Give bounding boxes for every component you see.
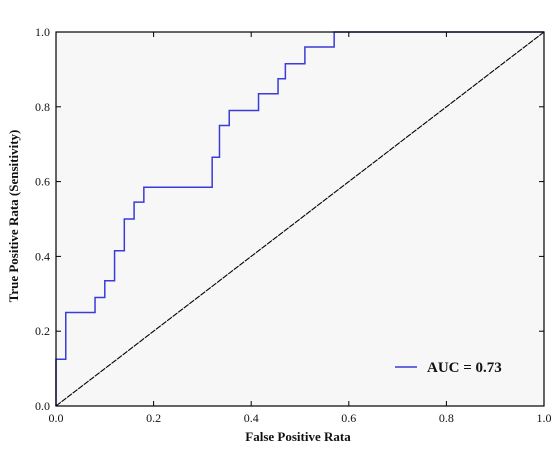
roc-curve-line bbox=[55, 31, 544, 406]
roc-curve-layer bbox=[55, 31, 544, 406]
y-tick-label: 0.2 bbox=[35, 324, 50, 338]
x-tick-label: 1.0 bbox=[537, 411, 552, 425]
x-tick-label: 0.8 bbox=[439, 411, 454, 425]
x-axis-label: False Positive Rata bbox=[245, 429, 351, 444]
x-ticks: 0.0 0.2 0.4 0.6 0.8 1.0 bbox=[49, 32, 552, 425]
legend: AUC = 0.73 bbox=[395, 360, 502, 376]
diagonal-layer bbox=[55, 31, 545, 407]
x-tick-label: 0.0 bbox=[49, 411, 64, 425]
y-ticks: 0.0 0.2 0.4 0.6 0.8 1.0 bbox=[35, 25, 544, 413]
reference-diagonal-line bbox=[55, 31, 545, 407]
x-tick-label: 0.4 bbox=[244, 411, 259, 425]
plot-frame bbox=[55, 31, 545, 407]
x-tick-label: 0.2 bbox=[146, 411, 161, 425]
x-tick-label: 0.6 bbox=[341, 411, 356, 425]
y-tick-label: 0.4 bbox=[35, 249, 50, 263]
y-tick-label: 0.0 bbox=[35, 399, 50, 413]
y-tick-label: 0.6 bbox=[35, 175, 50, 189]
y-tick-label: 1.0 bbox=[35, 25, 50, 39]
y-axis-label: True Positive Rata (Sensitivity) bbox=[6, 130, 21, 303]
legend-label: AUC = 0.73 bbox=[427, 360, 502, 376]
y-tick-label: 0.8 bbox=[35, 100, 50, 114]
